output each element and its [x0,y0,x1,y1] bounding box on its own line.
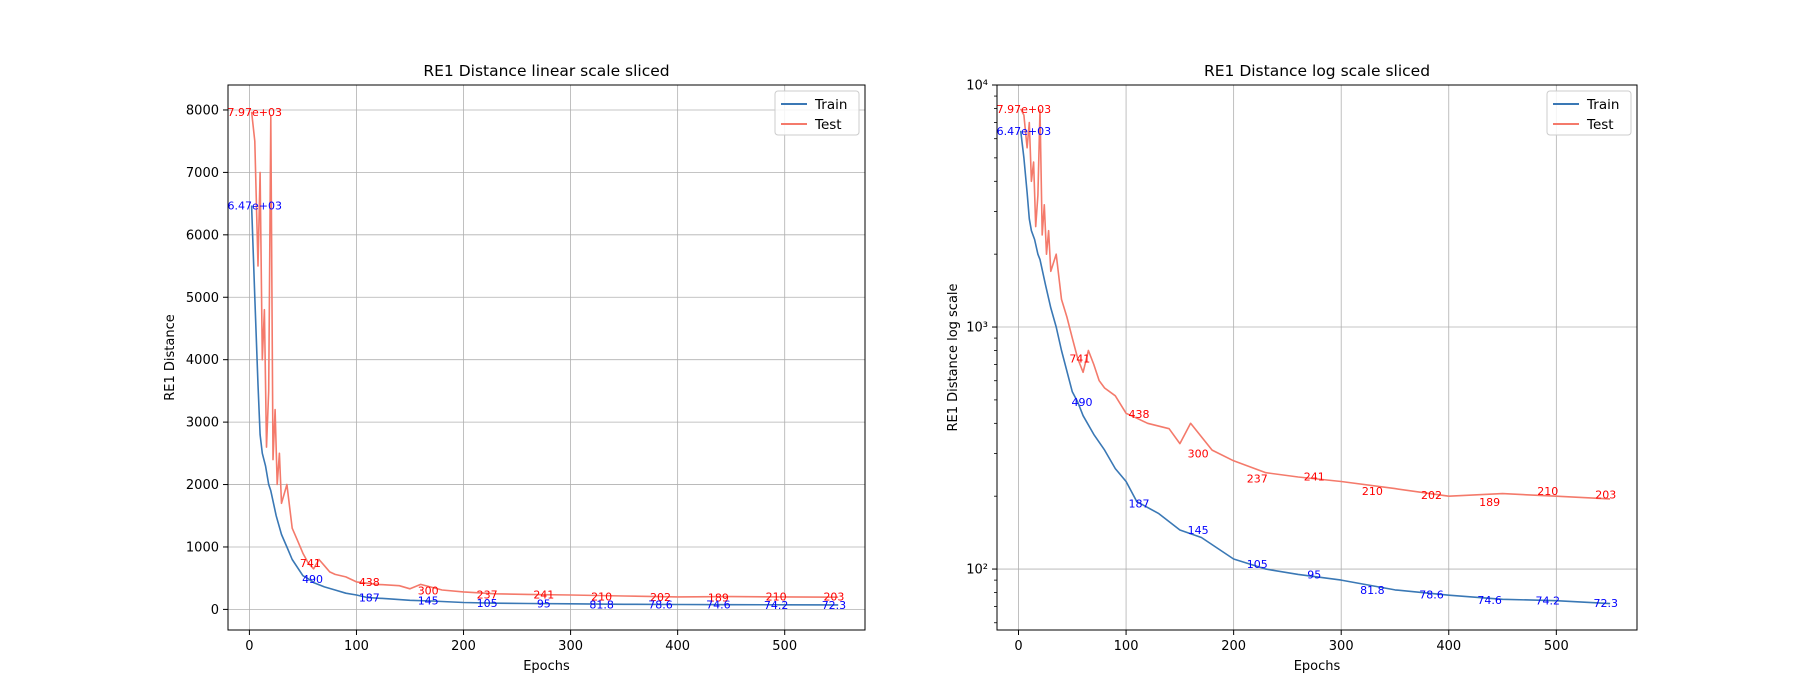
data-label-test: 210 [766,590,787,603]
data-label-test: 741 [1069,353,1090,366]
y-tick-label: 2000 [186,478,219,493]
x-tick-label: 300 [1329,639,1354,654]
data-label-test: 300 [418,585,439,598]
data-label-test: 7.97e+03 [997,103,1051,116]
x-axis-label: Epochs [523,659,570,674]
chart-title: RE1 Distance log scale sliced [1204,62,1430,80]
data-label-test: 438 [1128,408,1149,421]
y-tick-label: 3000 [186,416,219,431]
x-tick-label: 0 [1014,639,1022,654]
chart-title: RE1 Distance linear scale sliced [423,62,669,80]
data-label-test: 438 [359,576,380,589]
data-label-train: 187 [359,592,380,605]
data-label-test: 189 [708,592,729,605]
data-label-train: 187 [1128,497,1149,510]
data-label-test: 241 [533,588,554,601]
x-tick-label: 400 [1436,639,1461,654]
data-label-test: 202 [650,591,671,604]
series-line-test [250,111,839,598]
x-tick-label: 100 [344,639,369,654]
x-tick-label: 400 [665,639,690,654]
series-line-train [1019,130,1611,605]
data-label-train: 490 [302,573,323,586]
legend-label-train: Train [814,97,847,113]
data-label-test: 210 [591,590,612,603]
data-label-test: 202 [1421,489,1442,502]
y-tick-label: 10⁴ [966,79,988,94]
axes-frame [227,84,866,631]
x-axis-label: Epochs [1294,659,1341,674]
y-axis-label: RE1 Distance [163,314,178,401]
data-label-test: 210 [1537,485,1558,498]
axes-frame [996,84,1638,631]
series-line-train [250,205,839,606]
data-label-train: 74.6 [1477,594,1502,607]
chart-log: 0 100 200 300 400 500 10² 10³ 10⁴ RE1 Distance lo… [946,62,1638,674]
data-label-test: 203 [823,591,844,604]
data-label-train: 78.6 [1419,588,1444,601]
data-label-test: 741 [300,557,321,570]
data-label-test: 237 [1247,472,1268,485]
y-tick-label: 1000 [186,540,219,555]
series-line-test [1019,108,1611,500]
y-tick-label: 6000 [186,228,219,243]
x-tick-label: 100 [1114,639,1139,654]
legend-label-test: Test [1586,117,1614,133]
y-tick-label: 4000 [186,353,219,368]
data-label-train: 72.3 [1594,597,1619,610]
data-label-test: 210 [1362,485,1383,498]
x-tick-label: 200 [1221,639,1246,654]
legend-label-train: Train [1586,97,1619,113]
x-tick-label: 500 [772,639,797,654]
data-label-train: 95 [1307,568,1321,581]
data-label-test: 300 [1188,448,1209,461]
y-tick-label: 10³ [966,321,988,336]
x-tick-label: 300 [558,639,583,654]
y-tick-label: 10² [966,563,988,578]
data-label-train: 145 [418,594,439,607]
data-label-train: 6.47e+03 [997,125,1051,138]
legend-label-test: Test [814,117,842,133]
data-label-train: 81.8 [1360,584,1385,597]
data-label-test: 241 [1304,471,1325,484]
x-tick-label: 0 [245,639,253,654]
chart-linear: 0 100 200 300 400 500010002000300040005000600… [163,62,866,674]
data-label-train: 78.6 [648,598,673,611]
data-label-train: 74.2 [764,599,789,612]
x-tick-label: 200 [451,639,476,654]
data-label-test: 237 [477,589,498,602]
data-label-train: 105 [477,597,498,610]
y-tick-label: 8000 [186,103,219,118]
y-axis-label: RE1 Distance log scale [946,283,961,431]
y-tick-label: 7000 [186,166,219,181]
data-label-train: 6.47e+03 [228,199,282,212]
series-group [250,111,839,606]
data-label-train: 74.2 [1535,594,1560,607]
series-group [1019,108,1611,605]
data-label-test: 203 [1595,489,1616,502]
x-tick-label: 500 [1544,639,1569,654]
data-label-train: 105 [1247,558,1268,571]
data-label-train: 95 [537,597,551,610]
y-tick-label: 0 [211,603,219,618]
data-label-train: 81.8 [589,598,614,611]
y-tick-label: 5000 [186,291,219,306]
data-label-train: 74.6 [706,599,731,612]
data-label-test: 7.97e+03 [228,106,282,119]
data-label-train: 72.3 [822,599,847,612]
data-label-test: 189 [1479,496,1500,509]
data-label-train: 145 [1188,524,1209,537]
data-label-train: 490 [1071,396,1092,409]
